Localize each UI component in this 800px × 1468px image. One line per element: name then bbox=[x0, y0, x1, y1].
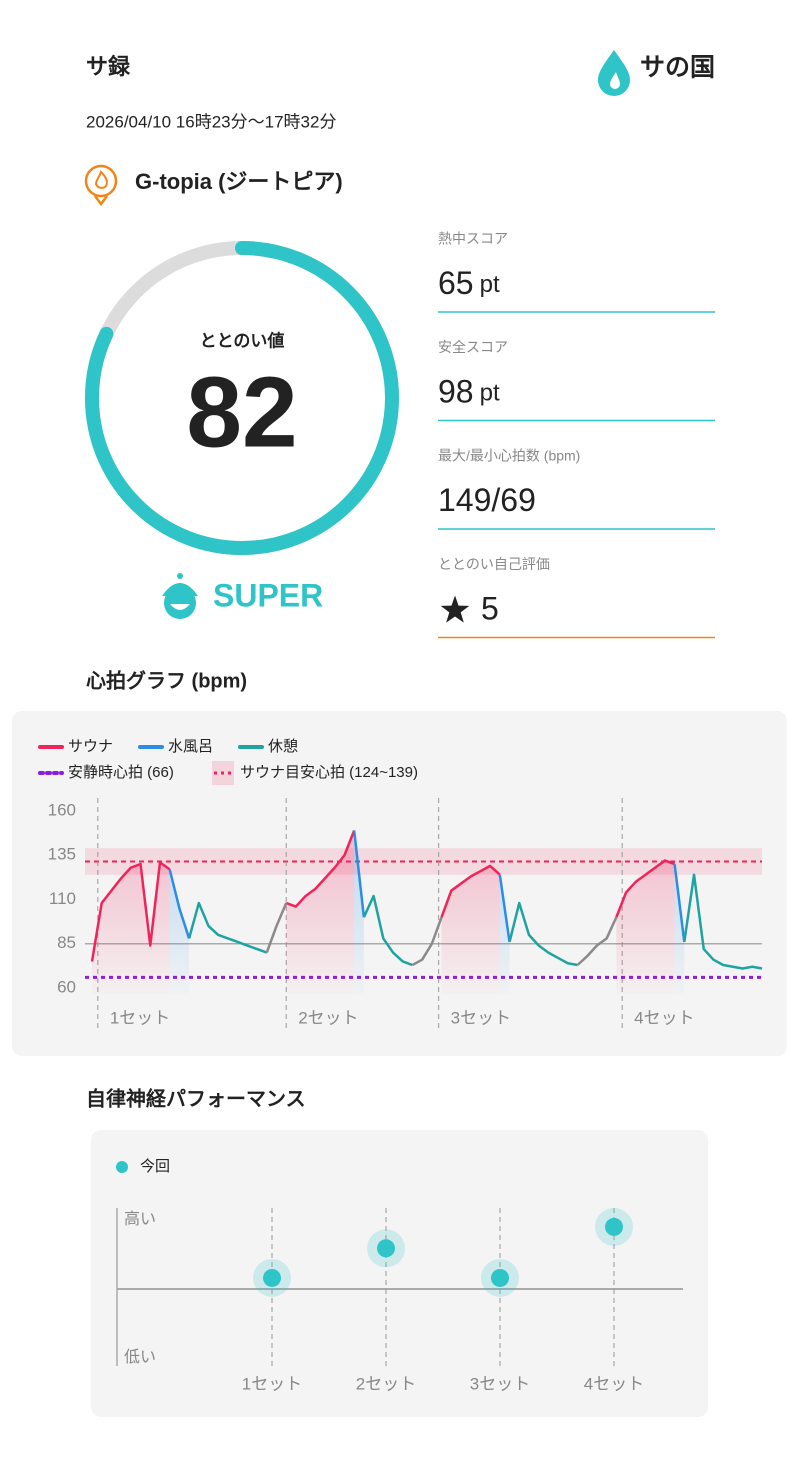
rank-mouth bbox=[170, 604, 190, 610]
x-tick-label: 4セット bbox=[584, 1374, 644, 1393]
set-label: 4セット bbox=[634, 1008, 694, 1027]
y-tick-label: 高い bbox=[124, 1210, 156, 1228]
venue-icon bbox=[84, 164, 118, 207]
logo-drop bbox=[610, 72, 620, 89]
y-tick-label: 160 bbox=[48, 800, 76, 819]
x-tick-label: 2セット bbox=[356, 1374, 416, 1393]
legend-label: 休憩 bbox=[268, 738, 298, 755]
metric-number: 98 bbox=[438, 374, 474, 410]
logo-icon bbox=[598, 50, 630, 96]
metric-number: 5 bbox=[481, 591, 499, 627]
legend-label: サウナ目安心拍 (124~139) bbox=[240, 764, 418, 781]
legend-label: 水風呂 bbox=[168, 738, 213, 755]
set-label: 1セット bbox=[110, 1008, 170, 1027]
metric-number: 65 bbox=[438, 265, 474, 301]
y-tick-label: 85 bbox=[57, 933, 76, 952]
venue-name: G-topia (ジートピア) bbox=[135, 169, 343, 194]
pin-tip bbox=[94, 195, 108, 207]
metric-number: 149/69 bbox=[438, 482, 536, 518]
rank-icon bbox=[162, 573, 198, 619]
series-line bbox=[187, 873, 763, 970]
series-line bbox=[265, 902, 618, 967]
y-tick-label: 低い bbox=[124, 1348, 156, 1366]
score-value: 82 bbox=[186, 356, 297, 468]
x-tick-label: 1セット bbox=[242, 1374, 302, 1393]
rank: SUPER bbox=[213, 577, 323, 613]
point bbox=[263, 1268, 281, 1287]
flame bbox=[94, 170, 108, 189]
datetime: 2026/04/10 16時23分～17時32分 bbox=[86, 112, 336, 131]
section-title: 自律神経パフォーマンス bbox=[86, 1086, 306, 1110]
page-title: サ録 bbox=[86, 54, 131, 79]
pin bbox=[84, 164, 118, 198]
metric-value: 149/69 bbox=[438, 482, 536, 518]
metric-unit: pt bbox=[480, 271, 500, 298]
set-label: 2セット bbox=[298, 1008, 358, 1027]
set-label: 3セット bbox=[451, 1008, 511, 1027]
point bbox=[605, 1217, 623, 1236]
logo-text: サの国 bbox=[640, 54, 715, 82]
star-icon bbox=[440, 595, 470, 623]
metric-label: 熱中スコア bbox=[438, 231, 508, 247]
y-tick-label: 110 bbox=[49, 889, 76, 908]
metric-value: 5 bbox=[481, 591, 499, 627]
x-tick-label: 3セット bbox=[470, 1374, 530, 1393]
score-ring bbox=[85, 241, 399, 555]
chart-panel bbox=[12, 711, 787, 1056]
metric-value: 65 pt bbox=[438, 265, 500, 301]
legend-label: 今回 bbox=[140, 1158, 170, 1175]
series-line bbox=[168, 830, 686, 943]
section-title: 心拍グラフ (bpm) bbox=[86, 668, 247, 692]
score-label: ととのい値 bbox=[200, 330, 285, 350]
metric-label: 最大/最小心拍数 (bpm) bbox=[438, 448, 580, 464]
rank-hat bbox=[162, 583, 198, 596]
metric-value: 98 pt bbox=[438, 374, 500, 410]
point bbox=[377, 1239, 395, 1258]
legend-label: 安静時心拍 (66) bbox=[68, 764, 174, 781]
point bbox=[491, 1268, 509, 1287]
metric-label: ととのい自己評価 bbox=[438, 556, 550, 572]
chart-panel bbox=[91, 1130, 708, 1417]
y-tick-label: 60 bbox=[57, 977, 76, 996]
heart-chart: 60 85 110 135 160 1セット 2セット 3セット 4セット サウナ 水風呂 休憩安静時… bbox=[38, 738, 763, 1030]
metric-unit: pt bbox=[480, 380, 500, 407]
logo: サの国 bbox=[598, 50, 715, 96]
rank-hat-top bbox=[177, 573, 183, 579]
legend-label: サウナ bbox=[68, 738, 113, 755]
metric-label: 安全スコア bbox=[438, 339, 508, 355]
legend-swatch bbox=[116, 1161, 128, 1173]
y-tick-label: 135 bbox=[48, 845, 76, 864]
series-line bbox=[90, 830, 676, 962]
